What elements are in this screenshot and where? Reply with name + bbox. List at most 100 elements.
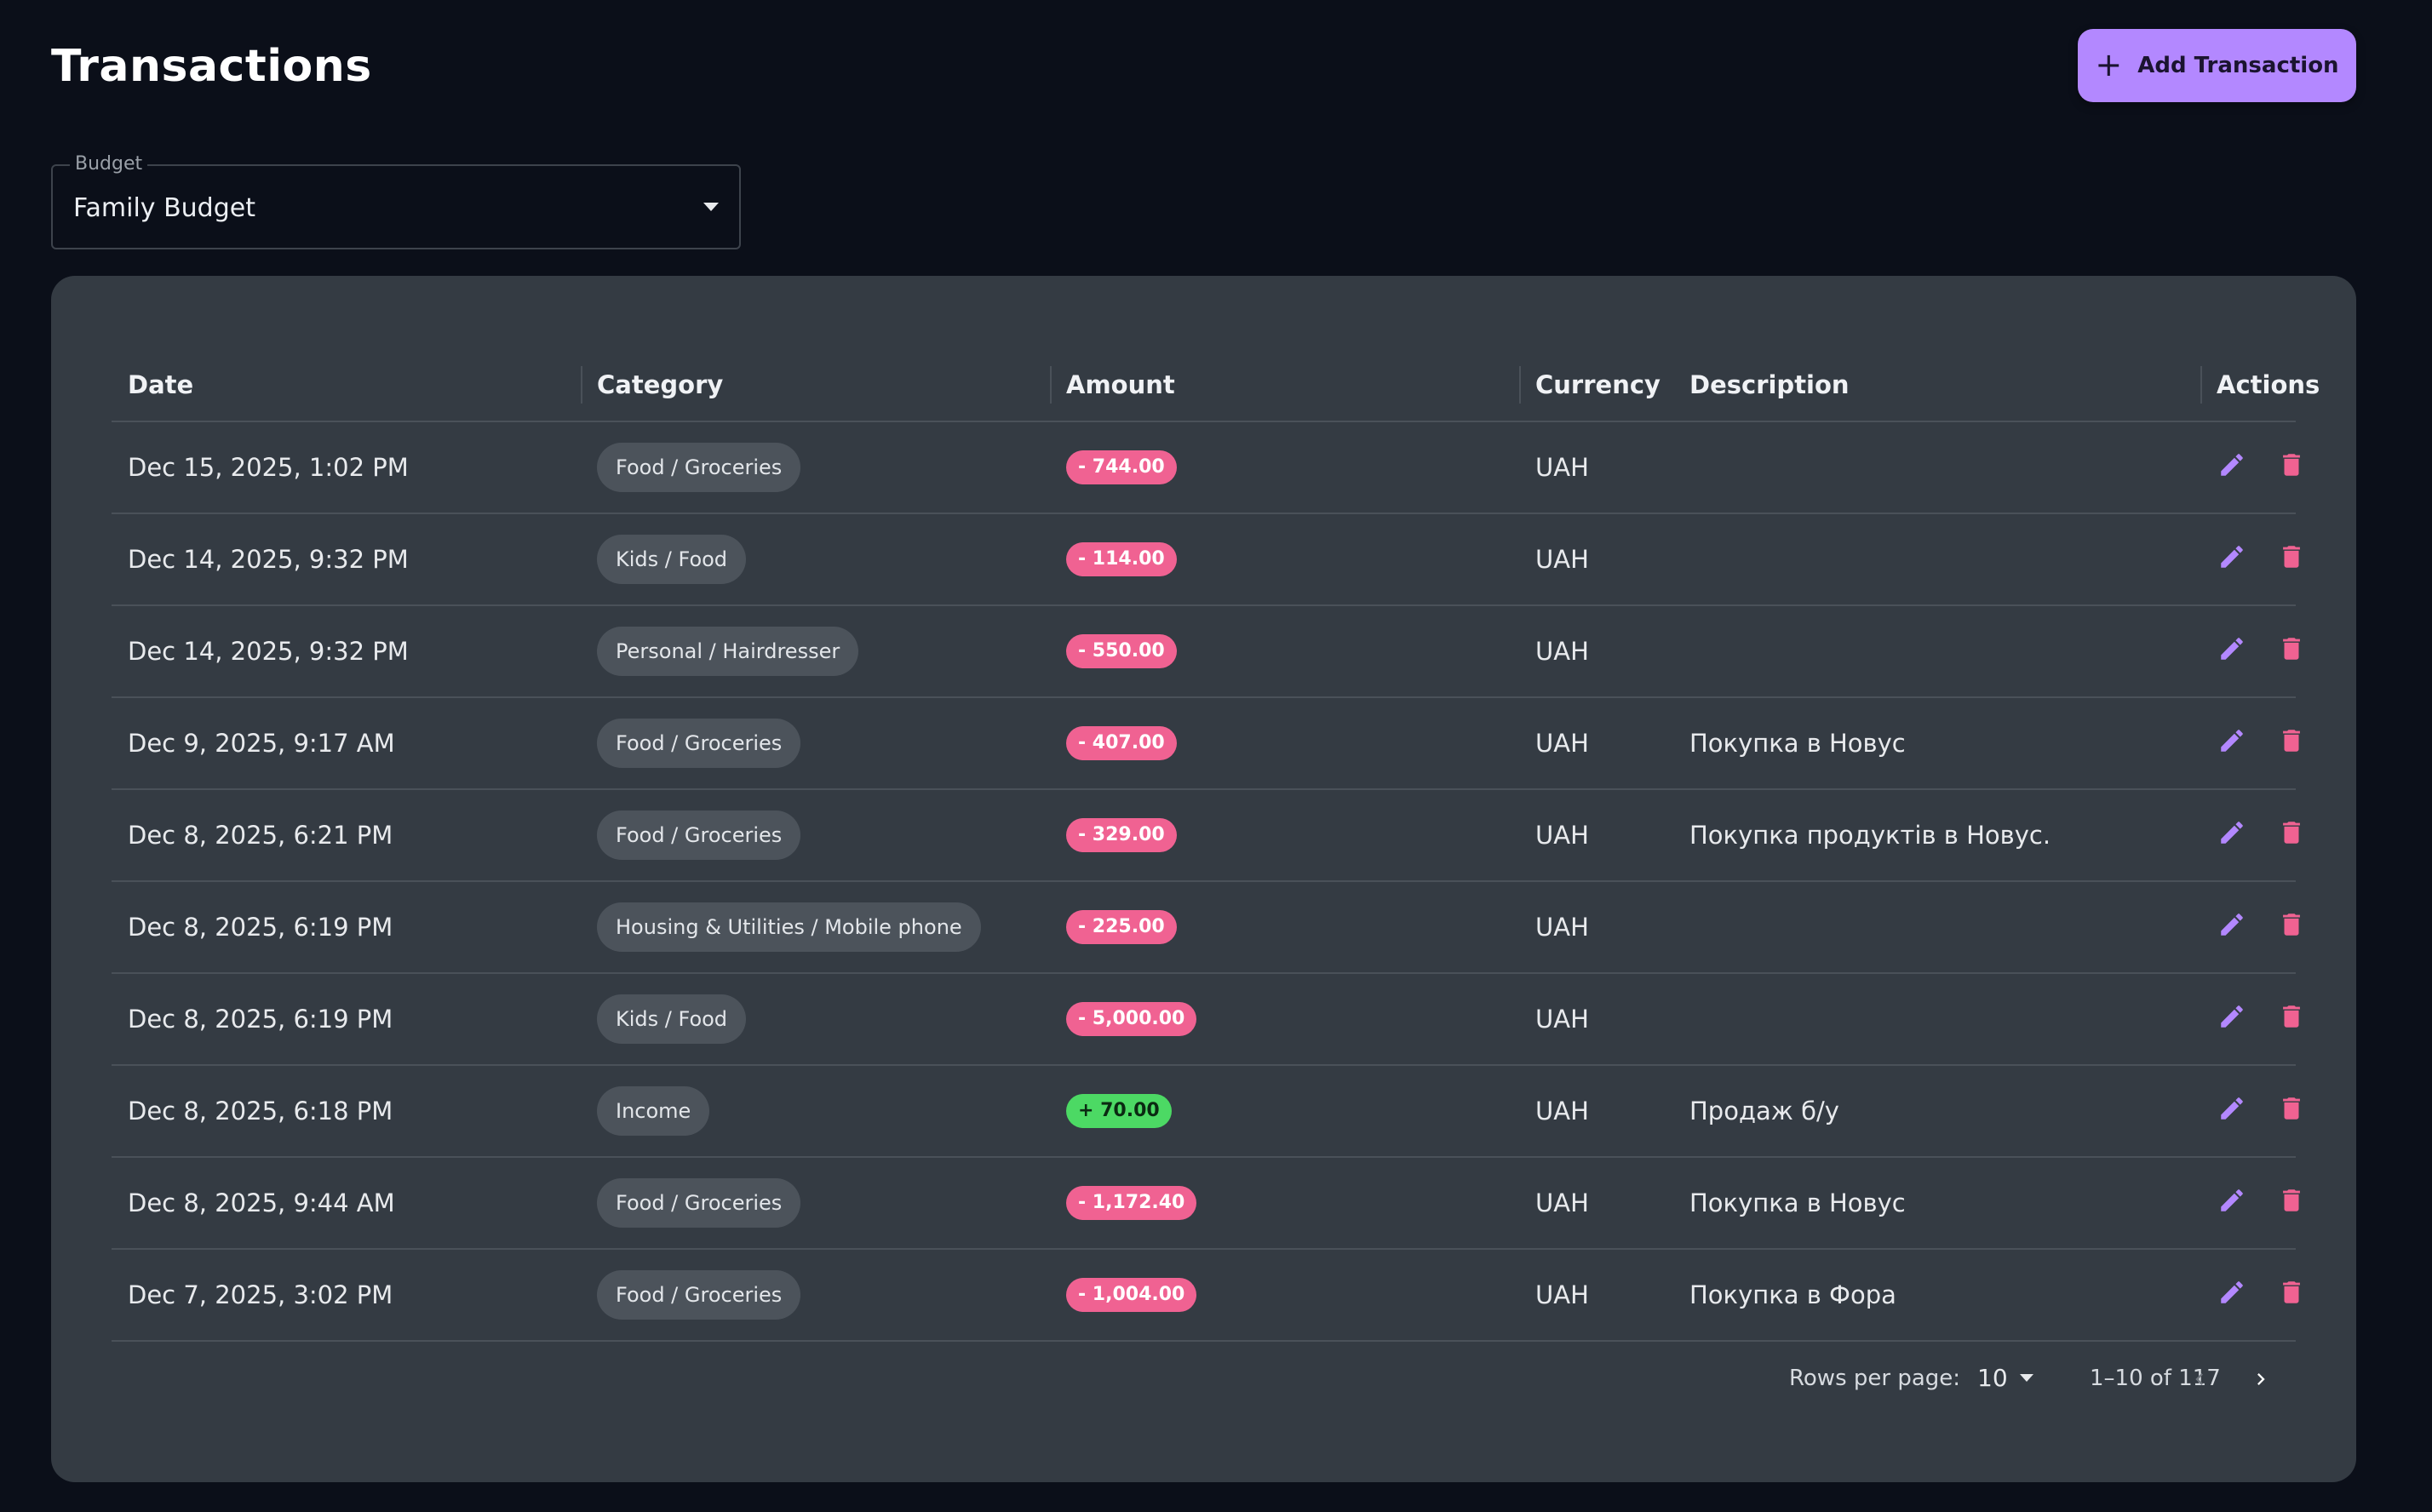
- currency-cell: UAH: [1535, 729, 1589, 758]
- edit-button[interactable]: [2217, 636, 2247, 667]
- category-cell: Food / Groceries: [597, 422, 801, 513]
- table-row[interactable]: Dec 14, 2025, 9:32 PM Kids / Food - 114.00…: [112, 514, 2300, 606]
- column-divider[interactable]: [581, 366, 582, 404]
- previous-page-button[interactable]: [2181, 1360, 2218, 1398]
- transaction-date: Dec 8, 2025, 9:44 AM: [128, 1188, 395, 1217]
- category-chip: Income: [597, 1086, 710, 1136]
- trash-icon: [2277, 818, 2306, 853]
- next-page-button[interactable]: [2242, 1360, 2280, 1398]
- column-header-description[interactable]: Description: [1689, 370, 1850, 399]
- amount-badge: - 407.00: [1066, 726, 1177, 760]
- actions-cell: [2217, 1158, 2307, 1248]
- edit-button[interactable]: [2217, 912, 2247, 942]
- table-row[interactable]: Dec 15, 2025, 1:02 PM Food / Groceries - 7…: [112, 422, 2300, 514]
- column-header-date[interactable]: Date: [128, 370, 194, 399]
- table-row[interactable]: Dec 7, 2025, 3:02 PM Food / Groceries - 1,…: [112, 1250, 2300, 1342]
- category-chip: Food / Groceries: [597, 810, 801, 860]
- transaction-date: Dec 7, 2025, 3:02 PM: [128, 1280, 393, 1309]
- table-row[interactable]: Dec 8, 2025, 9:44 AM Food / Groceries - 1,…: [112, 1158, 2300, 1250]
- currency-cell: UAH: [1535, 453, 1589, 482]
- edit-button[interactable]: [2217, 452, 2247, 483]
- amount-cell: - 407.00: [1066, 698, 1177, 788]
- column-header-category[interactable]: Category: [597, 370, 724, 399]
- pencil-icon: [2217, 1094, 2246, 1129]
- delete-button[interactable]: [2276, 1096, 2307, 1126]
- category-chip: Housing & Utilities / Mobile phone: [597, 902, 981, 952]
- column-divider[interactable]: [2200, 366, 2202, 404]
- delete-button[interactable]: [2276, 544, 2307, 575]
- pencil-icon: [2217, 726, 2246, 761]
- delete-button[interactable]: [2276, 1004, 2307, 1034]
- currency-cell: UAH: [1535, 1280, 1589, 1309]
- table-row[interactable]: Dec 8, 2025, 6:21 PM Food / Groceries - 32…: [112, 790, 2300, 882]
- edit-button[interactable]: [2217, 1096, 2247, 1126]
- delete-button[interactable]: [2276, 912, 2307, 942]
- delete-button[interactable]: [2276, 1188, 2307, 1218]
- edit-button[interactable]: [2217, 1004, 2247, 1034]
- amount-cell: - 329.00: [1066, 790, 1177, 880]
- rows-per-page-label: Rows per page:: [1789, 1366, 1961, 1391]
- actions-cell: [2217, 1250, 2307, 1340]
- amount-badge: - 1,004.00: [1066, 1278, 1197, 1312]
- transaction-date: Dec 8, 2025, 6:19 PM: [128, 913, 393, 942]
- column-header-amount[interactable]: Amount: [1066, 370, 1175, 399]
- table-row[interactable]: Dec 8, 2025, 6:18 PM Income + 70.00 UAH Прод…: [112, 1066, 2300, 1158]
- table-row[interactable]: Dec 8, 2025, 6:19 PM Housing & Utilities …: [112, 882, 2300, 974]
- category-cell: Kids / Food: [597, 974, 747, 1064]
- category-cell: Housing & Utilities / Mobile phone: [597, 882, 981, 972]
- chevron-down-icon: [703, 203, 719, 211]
- amount-badge: - 550.00: [1066, 634, 1177, 668]
- description-cell: Покупка в Фора: [1689, 1280, 1896, 1309]
- amount-badge: - 1,172.40: [1066, 1186, 1197, 1220]
- chevron-left-icon: [2195, 1373, 2203, 1385]
- delete-button[interactable]: [2276, 452, 2307, 483]
- actions-cell: [2217, 422, 2307, 513]
- rows-per-page-select[interactable]: 10: [1977, 1360, 2033, 1395]
- pencil-icon: [2217, 1002, 2246, 1037]
- category-cell: Kids / Food: [597, 514, 747, 604]
- category-chip: Food / Groceries: [597, 1178, 801, 1228]
- transaction-date: Dec 14, 2025, 9:32 PM: [128, 637, 409, 666]
- edit-button[interactable]: [2217, 1280, 2247, 1310]
- actions-cell: [2217, 882, 2307, 972]
- transaction-date: Dec 9, 2025, 9:17 AM: [128, 729, 395, 758]
- currency-cell: UAH: [1535, 545, 1589, 574]
- column-header-currency[interactable]: Currency: [1535, 370, 1661, 399]
- currency-cell: UAH: [1535, 821, 1589, 850]
- edit-button[interactable]: [2217, 820, 2247, 850]
- delete-button[interactable]: [2276, 820, 2307, 850]
- amount-badge: - 329.00: [1066, 818, 1177, 852]
- pencil-icon: [2217, 450, 2246, 485]
- trash-icon: [2277, 910, 2306, 945]
- delete-button[interactable]: [2276, 1280, 2307, 1310]
- budget-select-value: Family Budget: [73, 193, 255, 223]
- column-divider[interactable]: [1519, 366, 1521, 404]
- table-row[interactable]: Dec 9, 2025, 9:17 AM Food / Groceries - 40…: [112, 698, 2300, 790]
- edit-button[interactable]: [2217, 544, 2247, 575]
- pencil-icon: [2217, 910, 2246, 945]
- category-chip: Food / Groceries: [597, 1270, 801, 1320]
- delete-button[interactable]: [2276, 728, 2307, 759]
- trash-icon: [2277, 1278, 2306, 1313]
- currency-cell: UAH: [1535, 1005, 1589, 1034]
- table-row[interactable]: Dec 14, 2025, 9:32 PM Personal / Hairdres…: [112, 606, 2300, 698]
- amount-cell: - 5,000.00: [1066, 974, 1197, 1064]
- pencil-icon: [2217, 1278, 2246, 1313]
- delete-button[interactable]: [2276, 636, 2307, 667]
- column-divider[interactable]: [1050, 366, 1052, 404]
- edit-button[interactable]: [2217, 1188, 2247, 1218]
- category-cell: Food / Groceries: [597, 1250, 801, 1340]
- trash-icon: [2277, 1002, 2306, 1037]
- add-transaction-button[interactable]: + Add Transaction: [2078, 29, 2356, 102]
- category-cell: Personal / Hairdresser: [597, 606, 859, 696]
- table-header: Date Category Amount Currency Descriptio…: [112, 349, 2320, 422]
- description-cell: Покупка в Новус: [1689, 729, 1906, 758]
- table-row[interactable]: Dec 8, 2025, 6:19 PM Kids / Food - 5,000.0…: [112, 974, 2300, 1066]
- edit-button[interactable]: [2217, 728, 2247, 759]
- category-cell: Income: [597, 1066, 710, 1156]
- trash-icon: [2277, 634, 2306, 669]
- budget-select[interactable]: Budget Family Budget: [51, 152, 741, 249]
- amount-cell: - 1,172.40: [1066, 1158, 1197, 1248]
- amount-cell: - 114.00: [1066, 514, 1177, 604]
